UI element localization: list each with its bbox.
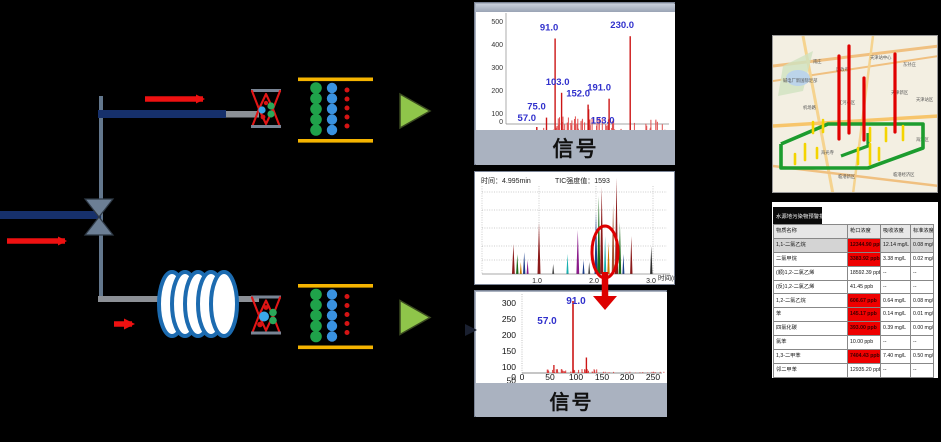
svg-text:0: 0	[499, 119, 503, 126]
svg-text:91.0: 91.0	[540, 23, 559, 34]
svg-text:100: 100	[502, 362, 516, 372]
svg-text:0: 0	[520, 372, 525, 382]
svg-text:0: 0	[511, 372, 516, 382]
svg-text:50: 50	[545, 372, 555, 382]
svg-text:机场路: 机场路	[803, 104, 817, 111]
svg-text:时间：4.995min: 时间：4.995min	[481, 176, 531, 185]
svg-text:东孙庄: 东孙庄	[903, 61, 917, 68]
svg-text:200: 200	[502, 330, 516, 340]
svg-text:57.0: 57.0	[518, 113, 537, 124]
svg-text:250: 250	[502, 314, 516, 324]
svg-text:150: 150	[595, 372, 609, 382]
svg-text:153.0: 153.0	[591, 115, 615, 126]
svg-text:200: 200	[620, 372, 634, 382]
svg-text:500: 500	[491, 19, 503, 26]
svg-text:191.0: 191.0	[587, 83, 611, 94]
svg-text:103.0: 103.0	[546, 77, 570, 88]
svg-text:临港经济区: 临港经济区	[893, 171, 915, 178]
svg-text:海光寺: 海光寺	[821, 149, 835, 156]
svg-text:400: 400	[491, 42, 503, 49]
svg-text:临港新区: 临港新区	[838, 173, 856, 180]
svg-text:100: 100	[491, 111, 503, 118]
svg-text:碱电厂新国际足部: 碱电厂新国际足部	[783, 77, 818, 84]
svg-text:200: 200	[491, 88, 503, 95]
svg-text:75.0: 75.0	[527, 102, 546, 113]
svg-text:300: 300	[491, 65, 503, 72]
svg-text:南庄: 南庄	[813, 58, 822, 65]
svg-text:57.0: 57.0	[537, 316, 557, 327]
svg-text:100: 100	[569, 372, 583, 382]
svg-text:TIC强度值：1593: TIC强度值：1593	[555, 176, 610, 185]
svg-text:150: 150	[502, 346, 516, 356]
svg-text:江河小区: 江河小区	[838, 99, 856, 106]
svg-text:天津站区: 天津站区	[916, 96, 934, 103]
svg-text:230.0: 230.0	[610, 20, 634, 31]
svg-text:250: 250	[646, 372, 660, 382]
svg-text:天津站中心: 天津站中心	[870, 54, 892, 61]
